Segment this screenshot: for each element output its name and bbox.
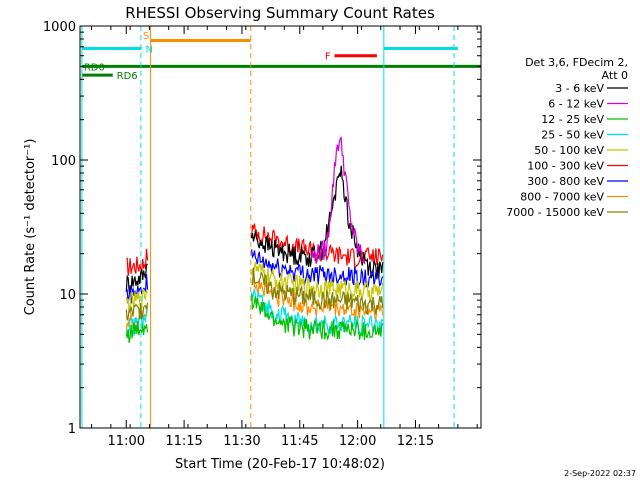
y-tick-label: 1 <box>68 422 76 437</box>
legend-label: 3 - 6 keV <box>555 82 604 95</box>
x-tick-label: 11:30 <box>223 434 260 449</box>
x-tick-label: 12:00 <box>339 434 376 449</box>
x-tick-label: 11:45 <box>281 434 318 449</box>
x-tick-label: 12:15 <box>397 434 434 449</box>
series-line-7-0 <box>125 320 149 343</box>
legend-label: 25 - 50 keV <box>541 129 604 142</box>
legend-header-line: Att 0 <box>602 69 628 82</box>
footer-timestamp: 2-Sep-2022 02:37 <box>564 469 636 478</box>
y-tick-label: 1000 <box>43 20 76 35</box>
y-axis-label: Count Rate (s⁻¹ detector⁻¹) <box>23 139 38 316</box>
series-lines <box>125 136 384 343</box>
status-bars <box>81 38 481 77</box>
legend-label: 50 - 100 keV <box>534 144 604 157</box>
y-tick-label: 10 <box>59 288 76 303</box>
annotations: RD0 RD6 SN F <box>84 31 331 82</box>
annotation-0: RD0 <box>84 62 105 73</box>
legend-label: 300 - 800 keV <box>527 175 604 188</box>
legend-header-line: Det 3,6, FDecim 2, <box>525 56 628 69</box>
legend: Det 3,6, FDecim 2,Att 03 - 6 keV 6 - 12 k… <box>506 56 628 219</box>
series-line-6-0 <box>125 307 148 339</box>
annotation-1: RD6 <box>117 71 138 82</box>
series-line-3-1 <box>251 249 384 290</box>
series-line-8-0 <box>125 302 149 321</box>
annotation-2: S <box>143 31 149 42</box>
series-line-7-1 <box>251 293 384 342</box>
x-tick-label: 11:15 <box>165 434 202 449</box>
series-line-4-1 <box>251 261 384 303</box>
chart-title: RHESSI Observing Summary Count Rates <box>125 4 435 22</box>
x-tick-label: 11:00 <box>108 434 145 449</box>
legend-label: 7000 - 15000 keV <box>506 206 604 219</box>
series-line-2-0 <box>310 136 366 265</box>
series-line-3-0 <box>125 274 149 304</box>
x-axis-label: Start Time (20-Feb-17 10:48:02) <box>175 457 385 472</box>
legend-label: 800 - 7000 keV <box>520 191 604 204</box>
plot-frame <box>79 25 482 429</box>
legend-label: 12 - 25 keV <box>541 113 604 126</box>
y-tick-label: 100 <box>51 154 76 169</box>
legend-label: 100 - 300 keV <box>527 160 604 173</box>
annotation-3: N <box>146 44 153 55</box>
legend-label: 6 - 12 keV <box>548 98 604 111</box>
vertical-markers <box>81 26 455 428</box>
axis-ticks: 11:00 11:15 11:30 11:45 12:00 12:15 1 10 100 1000 <box>43 20 481 449</box>
series-line-0-0 <box>125 248 149 276</box>
series-line-8-1 <box>251 267 384 315</box>
annotation-4: F <box>325 52 331 63</box>
